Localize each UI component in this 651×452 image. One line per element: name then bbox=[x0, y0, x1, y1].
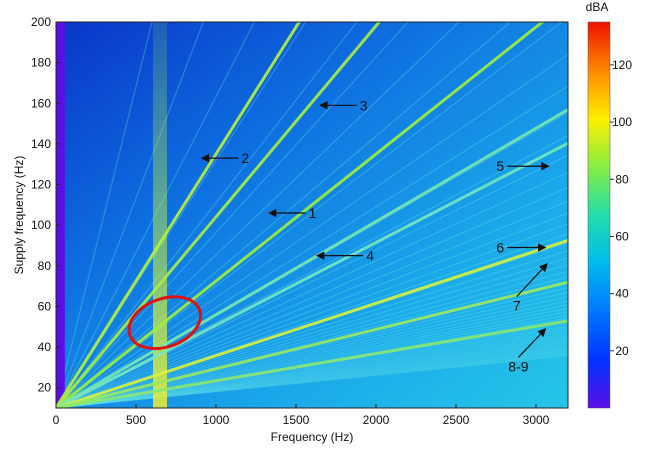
harmonic-fan bbox=[56, 22, 568, 408]
colorbar-scale bbox=[587, 21, 611, 409]
vertical-resonance-band bbox=[153, 22, 167, 408]
harmonic-line-2 bbox=[56, 22, 301, 408]
background-harmonic-ray bbox=[56, 264, 568, 408]
background-harmonic-ray bbox=[56, 346, 568, 408]
background-harmonic-ray bbox=[56, 339, 568, 408]
colorbar-ticks: 20 40 60 80 100 120 bbox=[610, 58, 632, 358]
background-harmonic-ray bbox=[56, 353, 568, 408]
colorbar-tick-label: 40 bbox=[615, 287, 629, 301]
background-harmonic-ray bbox=[56, 349, 568, 408]
x-tick-label: 0 bbox=[53, 413, 60, 427]
background-harmonic-ray bbox=[56, 291, 568, 408]
background-harmonic-ray bbox=[56, 296, 568, 408]
y-tick-label: 160 bbox=[31, 96, 51, 110]
background-harmonic-ray bbox=[56, 335, 568, 408]
background-harmonic-ray bbox=[56, 300, 568, 408]
y-axis-ticks: 20 40 60 80 100 120 140 160 180 200 bbox=[31, 15, 60, 395]
background-harmonic-ray bbox=[56, 22, 562, 408]
x-tick-label: 1500 bbox=[283, 413, 310, 427]
background-harmonic-ray bbox=[56, 22, 409, 408]
harmonic-line-3 bbox=[56, 22, 381, 408]
background-harmonic-ray bbox=[56, 154, 568, 408]
y-tick-label: 40 bbox=[38, 340, 52, 354]
x-tick-label: 1000 bbox=[203, 413, 230, 427]
annotations: 1 2 3 4 5 6 7 8-9 bbox=[200, 97, 550, 374]
background-harmonic-ray bbox=[56, 307, 568, 408]
background-harmonic-ray bbox=[56, 344, 568, 408]
y-tick-label: 100 bbox=[31, 218, 51, 232]
background-harmonic-ray bbox=[56, 350, 568, 408]
x-axis-label: Frequency (Hz) bbox=[271, 430, 354, 444]
background-harmonic-ray bbox=[56, 304, 568, 408]
background-harmonic-ray bbox=[56, 355, 568, 408]
colorbar-tick-label: 80 bbox=[615, 172, 629, 186]
highlight-ellipse bbox=[127, 295, 203, 351]
harmonic-line-4 bbox=[56, 108, 568, 408]
harmonic-line-5 bbox=[56, 141, 568, 408]
background-harmonic-ray bbox=[56, 85, 568, 408]
annotation-label-6: 6 bbox=[496, 240, 504, 256]
x-axis-ticks: 0 500 1000 1500 2000 2500 3000 bbox=[53, 404, 550, 427]
x-tick-label: 2000 bbox=[363, 413, 390, 427]
background-harmonic-ray bbox=[56, 22, 153, 408]
annotation-label-8-9: 8-9 bbox=[508, 358, 528, 374]
y-tick-label: 180 bbox=[31, 56, 51, 70]
background-harmonic-ray bbox=[56, 54, 568, 408]
background-harmonic-ray bbox=[56, 347, 568, 408]
background-harmonic-ray bbox=[56, 330, 568, 408]
annotation-label-4: 4 bbox=[366, 248, 374, 264]
y-tick-label: 120 bbox=[31, 178, 51, 192]
annotation-label-5: 5 bbox=[496, 158, 504, 174]
background-harmonic-ray bbox=[56, 337, 568, 408]
background-harmonic-ray bbox=[56, 22, 204, 408]
x-tick-label: 2500 bbox=[443, 413, 470, 427]
background-harmonic-ray bbox=[56, 257, 568, 408]
annotation-arrow-8-9 bbox=[517, 328, 547, 358]
background-harmonic-ray bbox=[56, 171, 568, 408]
y-tick-label: 200 bbox=[31, 15, 51, 29]
background-harmonic-ray bbox=[56, 22, 358, 408]
background-harmonic-ray bbox=[56, 341, 568, 408]
background-harmonic-ray bbox=[56, 342, 568, 408]
harmonic-line-7 bbox=[56, 280, 568, 408]
colorbar-tick-label: 100 bbox=[612, 115, 632, 129]
background-harmonic-ray bbox=[56, 223, 568, 408]
colorbar: dBA 20 40 60 80 100 120 bbox=[586, 0, 632, 409]
annotation-label-7: 7 bbox=[513, 298, 521, 314]
annotation-label-2: 2 bbox=[241, 150, 249, 166]
y-axis-label: Supply frequency (Hz) bbox=[12, 156, 26, 275]
background-harmonic-ray bbox=[56, 332, 568, 408]
background-harmonic-ray bbox=[56, 200, 568, 408]
y-tick-label: 80 bbox=[38, 259, 52, 273]
y-tick-label: 60 bbox=[38, 299, 52, 313]
y-tick-label: 140 bbox=[31, 137, 51, 151]
colorbar-tick-label: 20 bbox=[615, 344, 629, 358]
background-harmonic-ray bbox=[56, 270, 568, 408]
y-tick-label: 20 bbox=[38, 381, 52, 395]
annotation-label-1: 1 bbox=[309, 205, 317, 221]
background-harmonic-ray bbox=[56, 212, 568, 408]
colorbar-label: dBA bbox=[586, 0, 609, 14]
harmonic-line-8-9 bbox=[56, 319, 568, 408]
harmonic-line-6 bbox=[56, 238, 568, 408]
colorbar-tick-label: 120 bbox=[612, 58, 632, 72]
background-harmonic-ray bbox=[56, 22, 511, 408]
x-tick-label: 500 bbox=[126, 413, 146, 427]
plot-frame bbox=[55, 21, 569, 409]
colorbar-tick-label: 60 bbox=[615, 229, 629, 243]
background-harmonic-ray bbox=[56, 250, 568, 408]
annotation-label-3: 3 bbox=[360, 97, 368, 113]
low-frequency-region bbox=[56, 22, 65, 408]
x-tick-label: 3000 bbox=[523, 413, 550, 427]
background-harmonic-ray bbox=[56, 22, 460, 408]
background-harmonic-ray bbox=[56, 186, 568, 408]
annotation-arrow-7 bbox=[516, 263, 548, 297]
background-harmonic-ray bbox=[56, 352, 568, 408]
